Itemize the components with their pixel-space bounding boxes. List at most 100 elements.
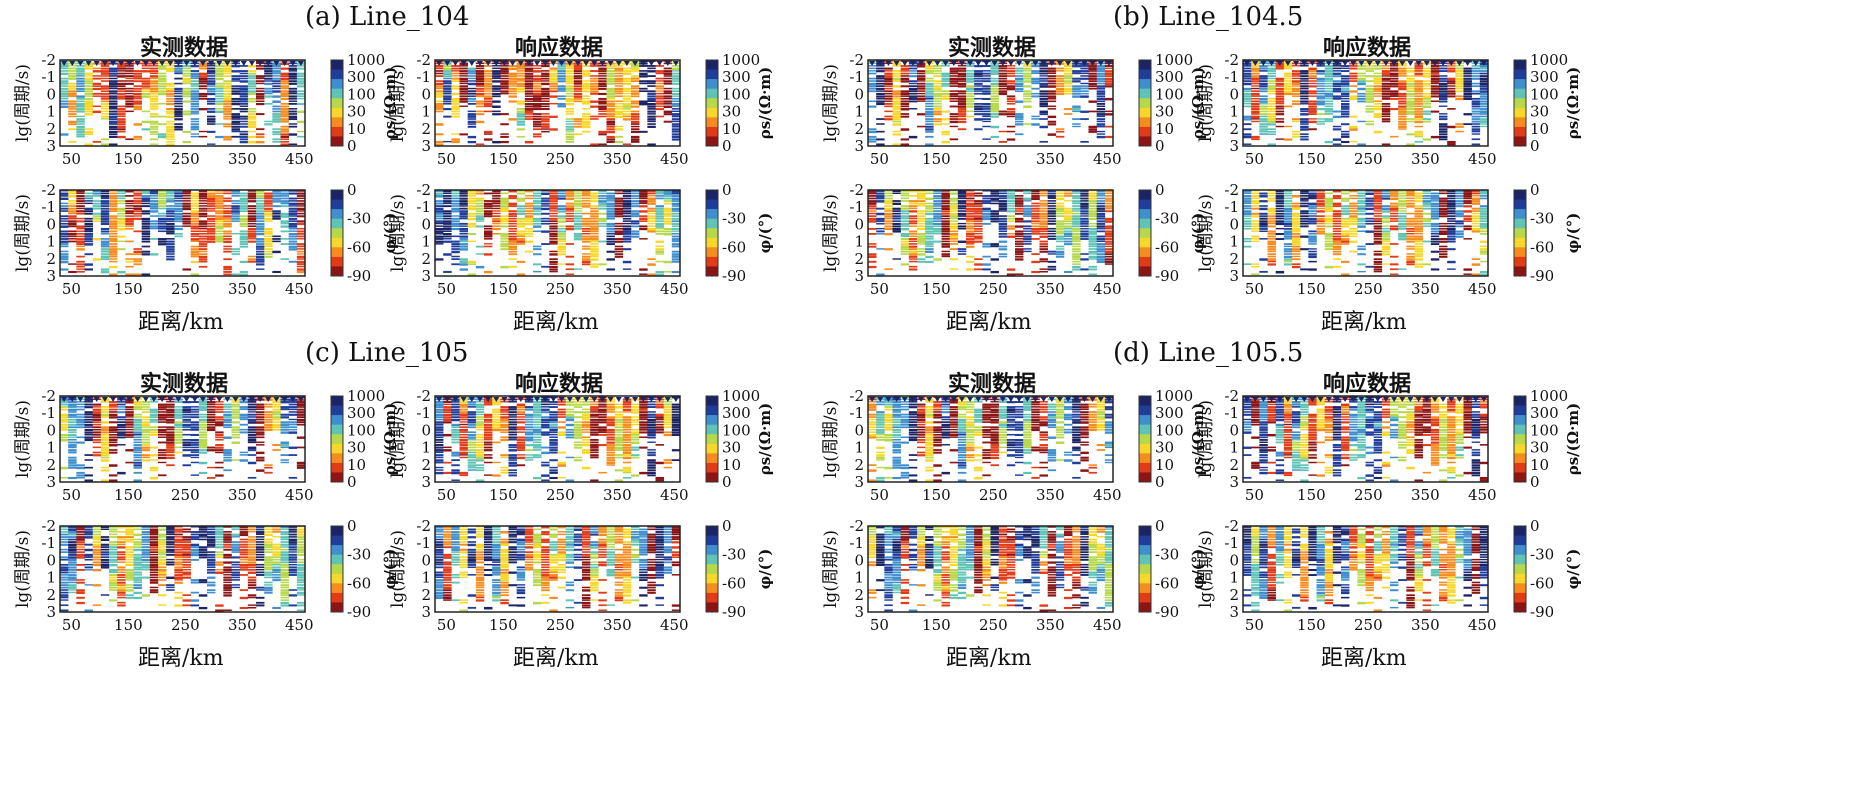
heatmap-cell [1088,265,1097,268]
heatmap-cell [133,80,142,83]
heatmap-cell [1381,103,1391,105]
heatmap-cell [516,108,526,110]
colorbar-tick-label: 30 [347,103,366,121]
heatmap-cell [190,72,200,76]
heatmap-cell [868,207,877,210]
heatmap-cell [133,260,142,263]
heatmap-cell [949,95,959,98]
heatmap-cell [158,238,167,241]
heatmap-cell [1422,85,1432,87]
heatmap-cell [1055,207,1065,211]
heatmap-cell [492,200,501,203]
heatmap-cell [60,72,69,75]
heatmap-cell [1390,95,1399,97]
heatmap-cell [671,215,681,218]
heatmap-cell [541,75,550,78]
heatmap-cell [892,200,901,202]
heatmap-cell [84,108,93,111]
heatmap-cell [1039,90,1048,93]
heatmap-cell [1373,105,1383,108]
heatmap-cell [109,133,118,136]
heatmap-cell [166,110,175,113]
heatmap-cell [109,197,118,200]
heatmap-cell [590,253,599,256]
heatmap-cell [941,220,950,223]
heatmap-cell [1243,128,1252,131]
heatmap-cell [68,128,77,131]
heatmap-cell [231,97,240,100]
heatmap-cell [925,235,934,238]
heatmap-cell [182,92,191,96]
heatmap-cell [467,110,477,113]
heatmap-cell [1414,67,1423,70]
heatmap-cell [182,72,191,75]
heatmap-cell [117,97,126,100]
heatmap-cell [573,67,583,70]
heatmap-cell [908,80,918,83]
heatmap-cell [1251,70,1260,72]
heatmap-cell [288,197,298,200]
heatmap-cell [582,245,591,248]
heatmap-cell [614,202,624,205]
heatmap-cell [484,253,493,256]
heatmap-cell [215,95,224,98]
heatmap-cell [280,140,289,143]
heatmap-cell [598,97,607,100]
heatmap-cell [1006,95,1016,98]
heatmap-cell [280,130,289,133]
heatmap-cell [565,195,575,197]
heatmap-cell [1055,130,1065,133]
heatmap-cell [215,123,224,125]
heatmap-cell [508,82,517,85]
heatmap-cell [484,235,493,238]
heatmap-cell [1072,230,1081,233]
colorbar-tick-label: 0 [1155,181,1165,199]
heatmap-cell [288,192,298,195]
heatmap-cell [223,248,232,250]
heatmap-cell [141,60,151,62]
heatmap-cell [892,90,901,93]
heatmap-cell [1283,60,1293,62]
heatmap-cell [671,243,681,246]
heatmap-cell [1332,95,1342,98]
heatmap-cell [876,273,885,276]
heatmap-cell [1341,113,1350,116]
heatmap-cell [125,258,134,260]
heatmap-cell [296,227,306,230]
heatmap-cell [68,215,77,218]
heatmap-cell [133,217,142,220]
heatmap-cell [1039,248,1048,251]
heatmap-cell [1039,225,1048,228]
heatmap-cell [467,123,477,125]
heatmap-cell [231,100,240,103]
heatmap-cell [68,115,77,118]
heatmap-cell [215,210,224,213]
heatmap-cell [459,67,468,70]
heatmap-cell [1023,197,1032,201]
heatmap-cell [443,192,452,195]
heatmap-cell [500,133,509,135]
heatmap-cell [573,80,583,83]
heatmap-cell [631,222,640,225]
heatmap-cell [990,212,999,215]
heatmap-cell [125,72,134,75]
heatmap-cell [508,235,517,238]
heatmap-cell [190,92,200,96]
heatmap-cell [174,225,183,228]
heatmap-cell [1064,65,1073,67]
heatmap-cell [190,245,200,248]
y-tick-label: 2 [854,120,864,138]
heatmap-cell [60,100,69,103]
heatmap-cell [484,65,493,67]
heatmap-cell [1430,87,1440,90]
heatmap-cell [158,217,167,221]
heatmap-cell [647,67,656,70]
heatmap-cell [1357,97,1366,100]
heatmap-cell [549,215,558,217]
heatmap-cell [900,128,910,131]
heatmap-cell [925,105,934,108]
heatmap-cell [998,222,1008,226]
heatmap-cell [272,138,281,141]
heatmap-cell [296,238,306,240]
heatmap-cell [149,87,159,90]
